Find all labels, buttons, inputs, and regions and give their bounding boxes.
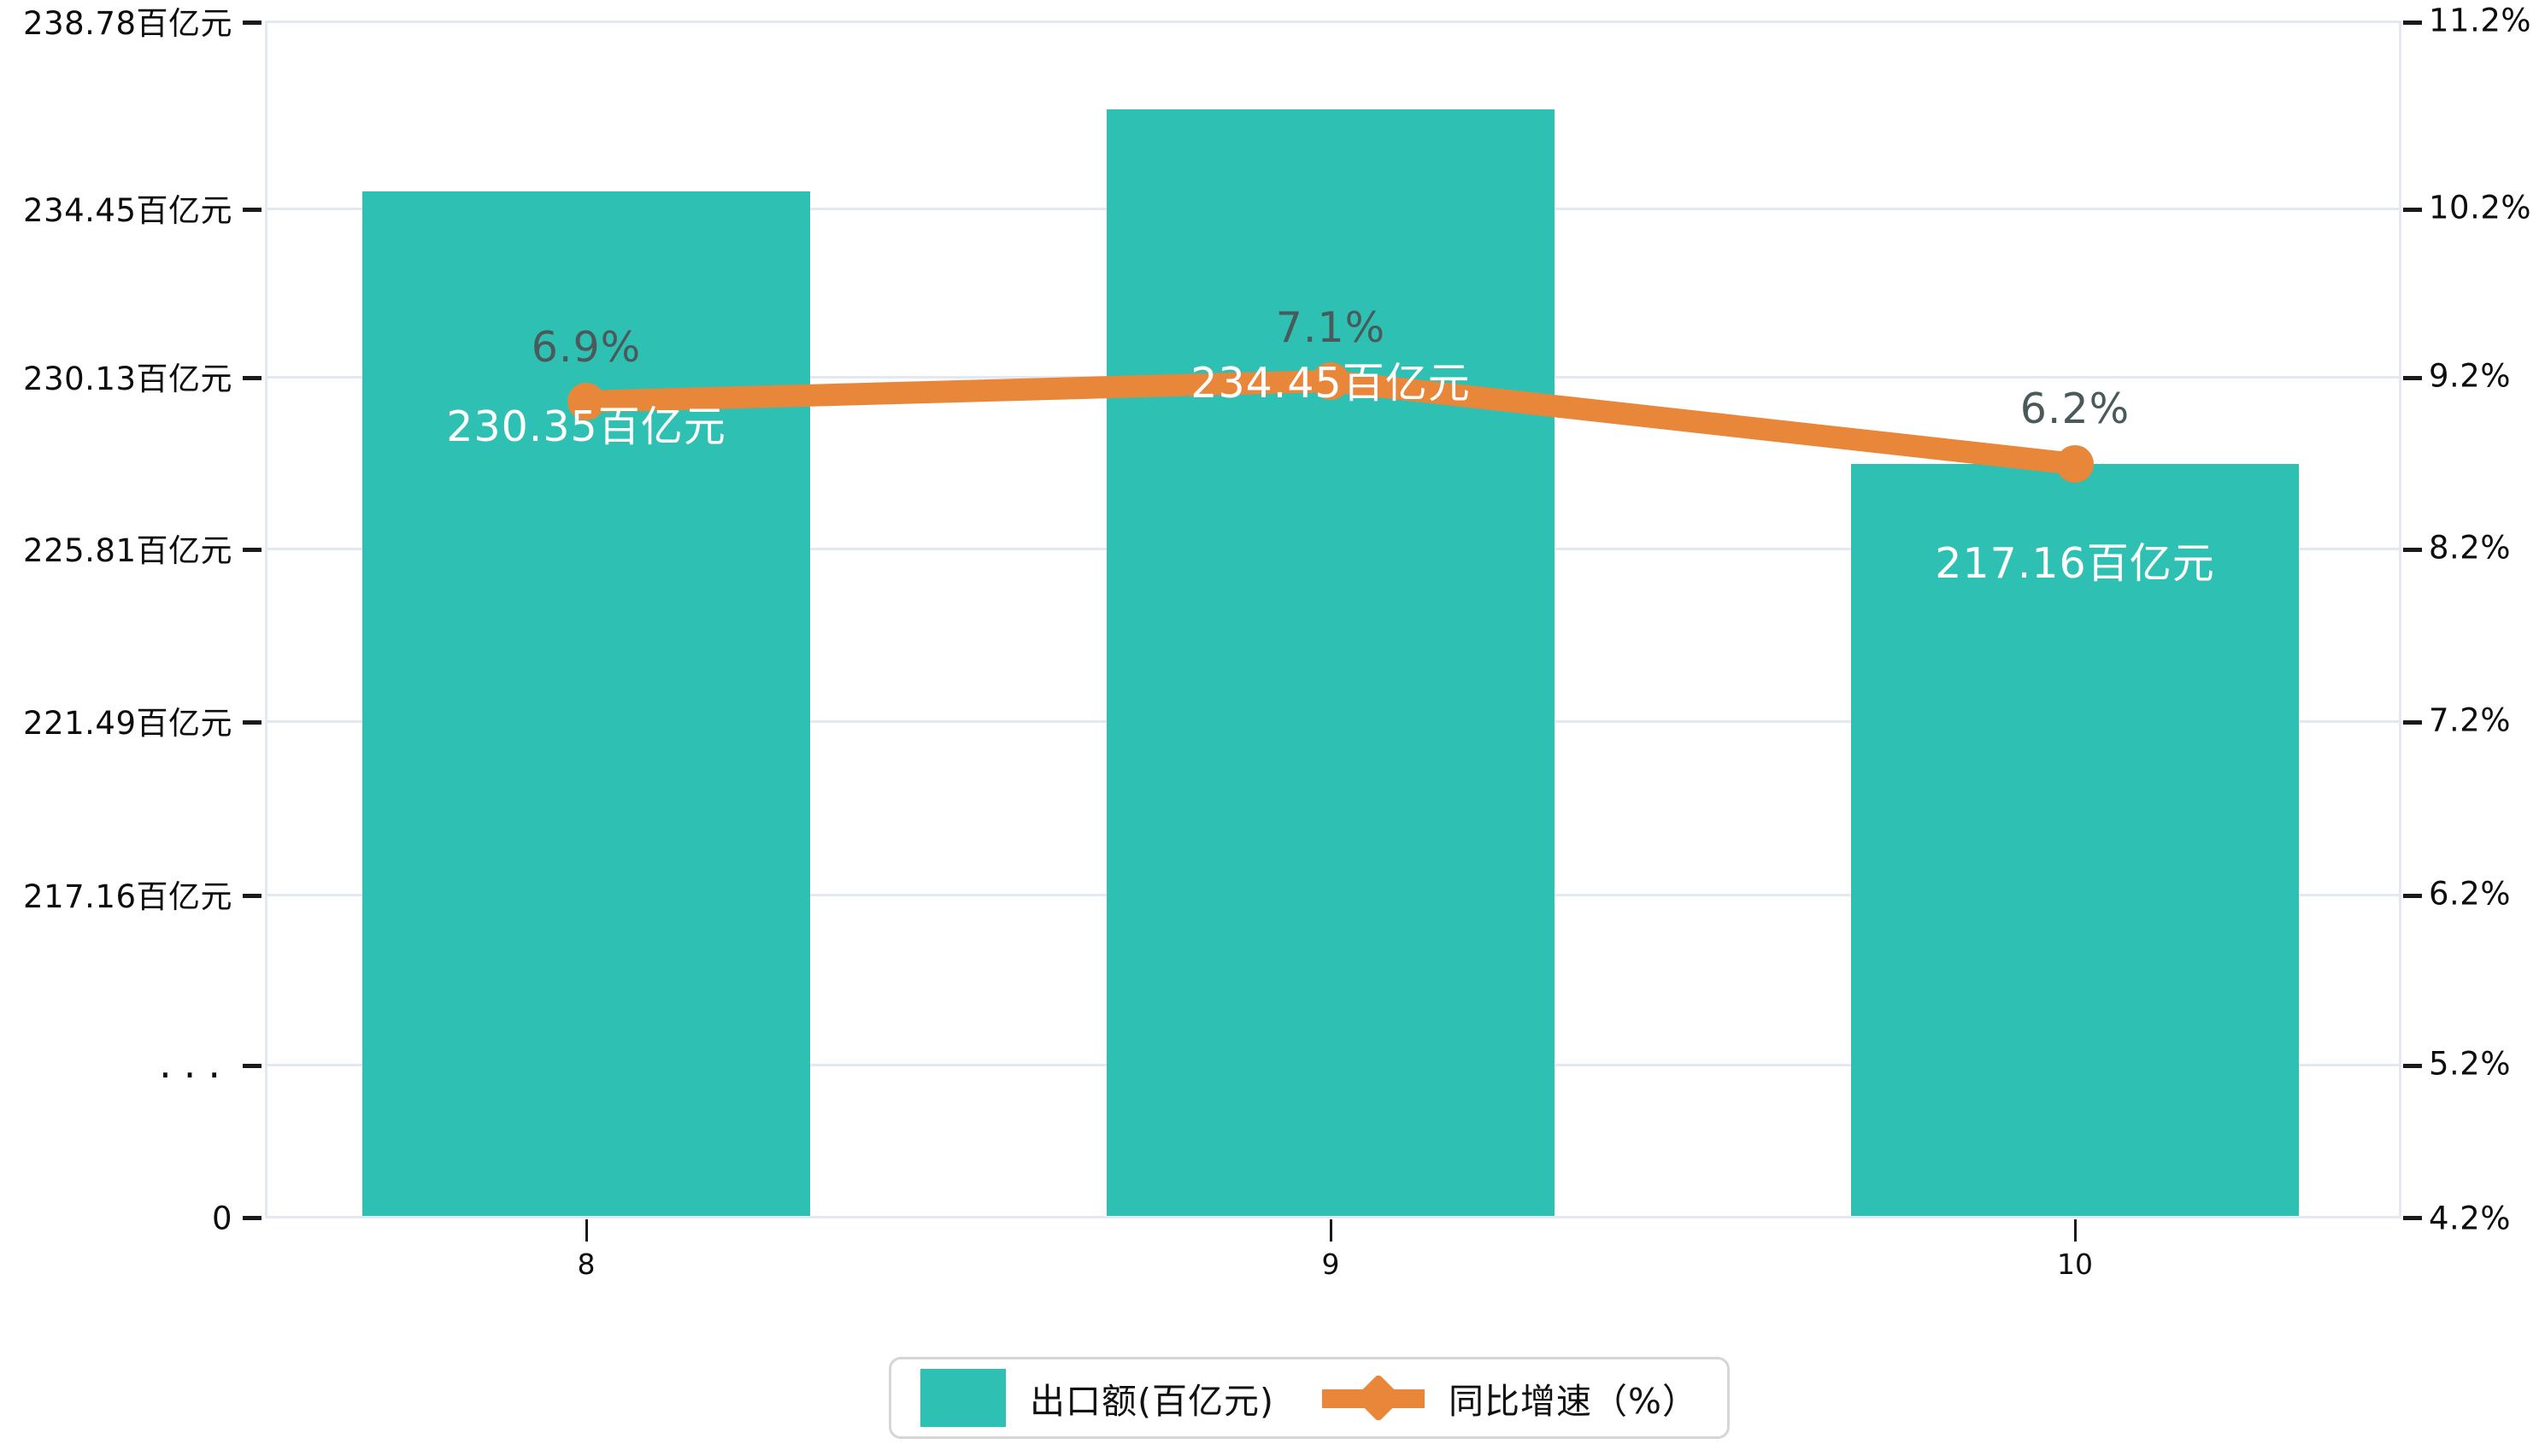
x-axis-tick-label-0: 8 [577, 1248, 596, 1281]
right-tick-mark-0 [2403, 21, 2422, 25]
line-value-label-1: 7.1% [1275, 303, 1386, 352]
right-axis-tick-label-2: 9.2% [2429, 357, 2511, 395]
legend-line-diamond-icon [1322, 1369, 1425, 1427]
line-value-label-2: 6.2% [2019, 385, 2131, 433]
left-tick-mark-1 [243, 208, 262, 212]
left-axis-spine [265, 21, 267, 1218]
right-axis-tick-label-1: 10.2% [2429, 189, 2532, 226]
left-axis-tick-label-0: 238.78百亿元 [23, 5, 232, 42]
x-axis-tick-label-2: 10 [2057, 1248, 2093, 1281]
left-tick-mark-2 [243, 376, 262, 380]
bar-series-item-0[interactable] [362, 191, 810, 1216]
right-axis-tick-label-4: 7.2% [2429, 702, 2511, 739]
left-tick-mark-0 [243, 21, 262, 25]
left-tick-mark-7 [243, 1216, 262, 1220]
x-tick-mark-0 [585, 1219, 588, 1242]
left-axis-tick-label-zero: 0 [211, 1200, 232, 1237]
right-tick-mark-3 [2403, 548, 2422, 552]
right-tick-mark-4 [2403, 720, 2422, 725]
legend-diamond-marker-icon [1354, 1373, 1403, 1423]
legend-item-growth-rate[interactable]: 同比增速（%） [1322, 1369, 1698, 1427]
gridline-baseline [265, 1216, 2401, 1218]
right-tick-mark-1 [2403, 208, 2422, 212]
x-axis-tick-label-1: 9 [1321, 1248, 1340, 1281]
right-axis-tick-label-3: 8.2% [2429, 529, 2511, 567]
line-value-label-0: 6.9% [531, 323, 642, 372]
legend-item-export-amount[interactable]: 出口额(百亿元) [920, 1369, 1274, 1427]
right-axis-tick-label-7: 4.2% [2429, 1200, 2511, 1237]
right-tick-mark-5 [2403, 894, 2422, 898]
x-tick-mark-1 [1330, 1219, 1332, 1242]
plot-area [243, 21, 2422, 1242]
legend-bar-swatch-icon [920, 1369, 1006, 1427]
left-tick-mark-6 [243, 1064, 262, 1068]
legend-label-growth-rate: 同比增速（%） [1449, 1381, 1698, 1422]
left-axis-tick-label-5: 217.16百亿元 [23, 878, 232, 915]
left-axis-tick-label-1: 234.45百亿元 [23, 192, 232, 229]
bar-value-label-0: 230.35百亿元 [446, 402, 726, 451]
bar-series-item-1[interactable] [1107, 109, 1555, 1216]
bar-value-label-1: 234.45百亿元 [1190, 359, 1471, 408]
chart-legend: 出口额(百亿元) 同比增速（%） [889, 1357, 1730, 1439]
gridline-0 [265, 21, 2401, 23]
right-tick-mark-2 [2403, 376, 2422, 380]
legend-label-export-amount: 出口额(百亿元) [1030, 1381, 1274, 1422]
left-axis-tick-label-3: 225.81百亿元 [23, 532, 232, 569]
left-tick-mark-5 [243, 894, 262, 898]
left-tick-mark-4 [243, 720, 262, 725]
right-axis-spine [2399, 21, 2401, 1218]
bar-series-item-2[interactable] [1851, 464, 2299, 1216]
x-tick-mark-2 [2074, 1219, 2077, 1242]
left-axis-tick-label-4: 221.49百亿元 [23, 705, 232, 742]
right-axis-tick-label-5: 6.2% [2429, 875, 2511, 913]
left-tick-mark-3 [243, 548, 262, 552]
right-axis-tick-label-0: 11.2% [2429, 2, 2532, 39]
right-tick-mark-6 [2403, 1064, 2422, 1068]
left-axis-tick-label-2: 230.13百亿元 [23, 361, 232, 397]
right-axis-tick-label-6: 5.2% [2429, 1045, 2511, 1083]
left-axis-tick-label-ellipsis: ... [159, 1041, 232, 1087]
bar-value-label-2: 217.16百亿元 [1935, 539, 2215, 588]
right-tick-mark-7 [2403, 1216, 2422, 1220]
